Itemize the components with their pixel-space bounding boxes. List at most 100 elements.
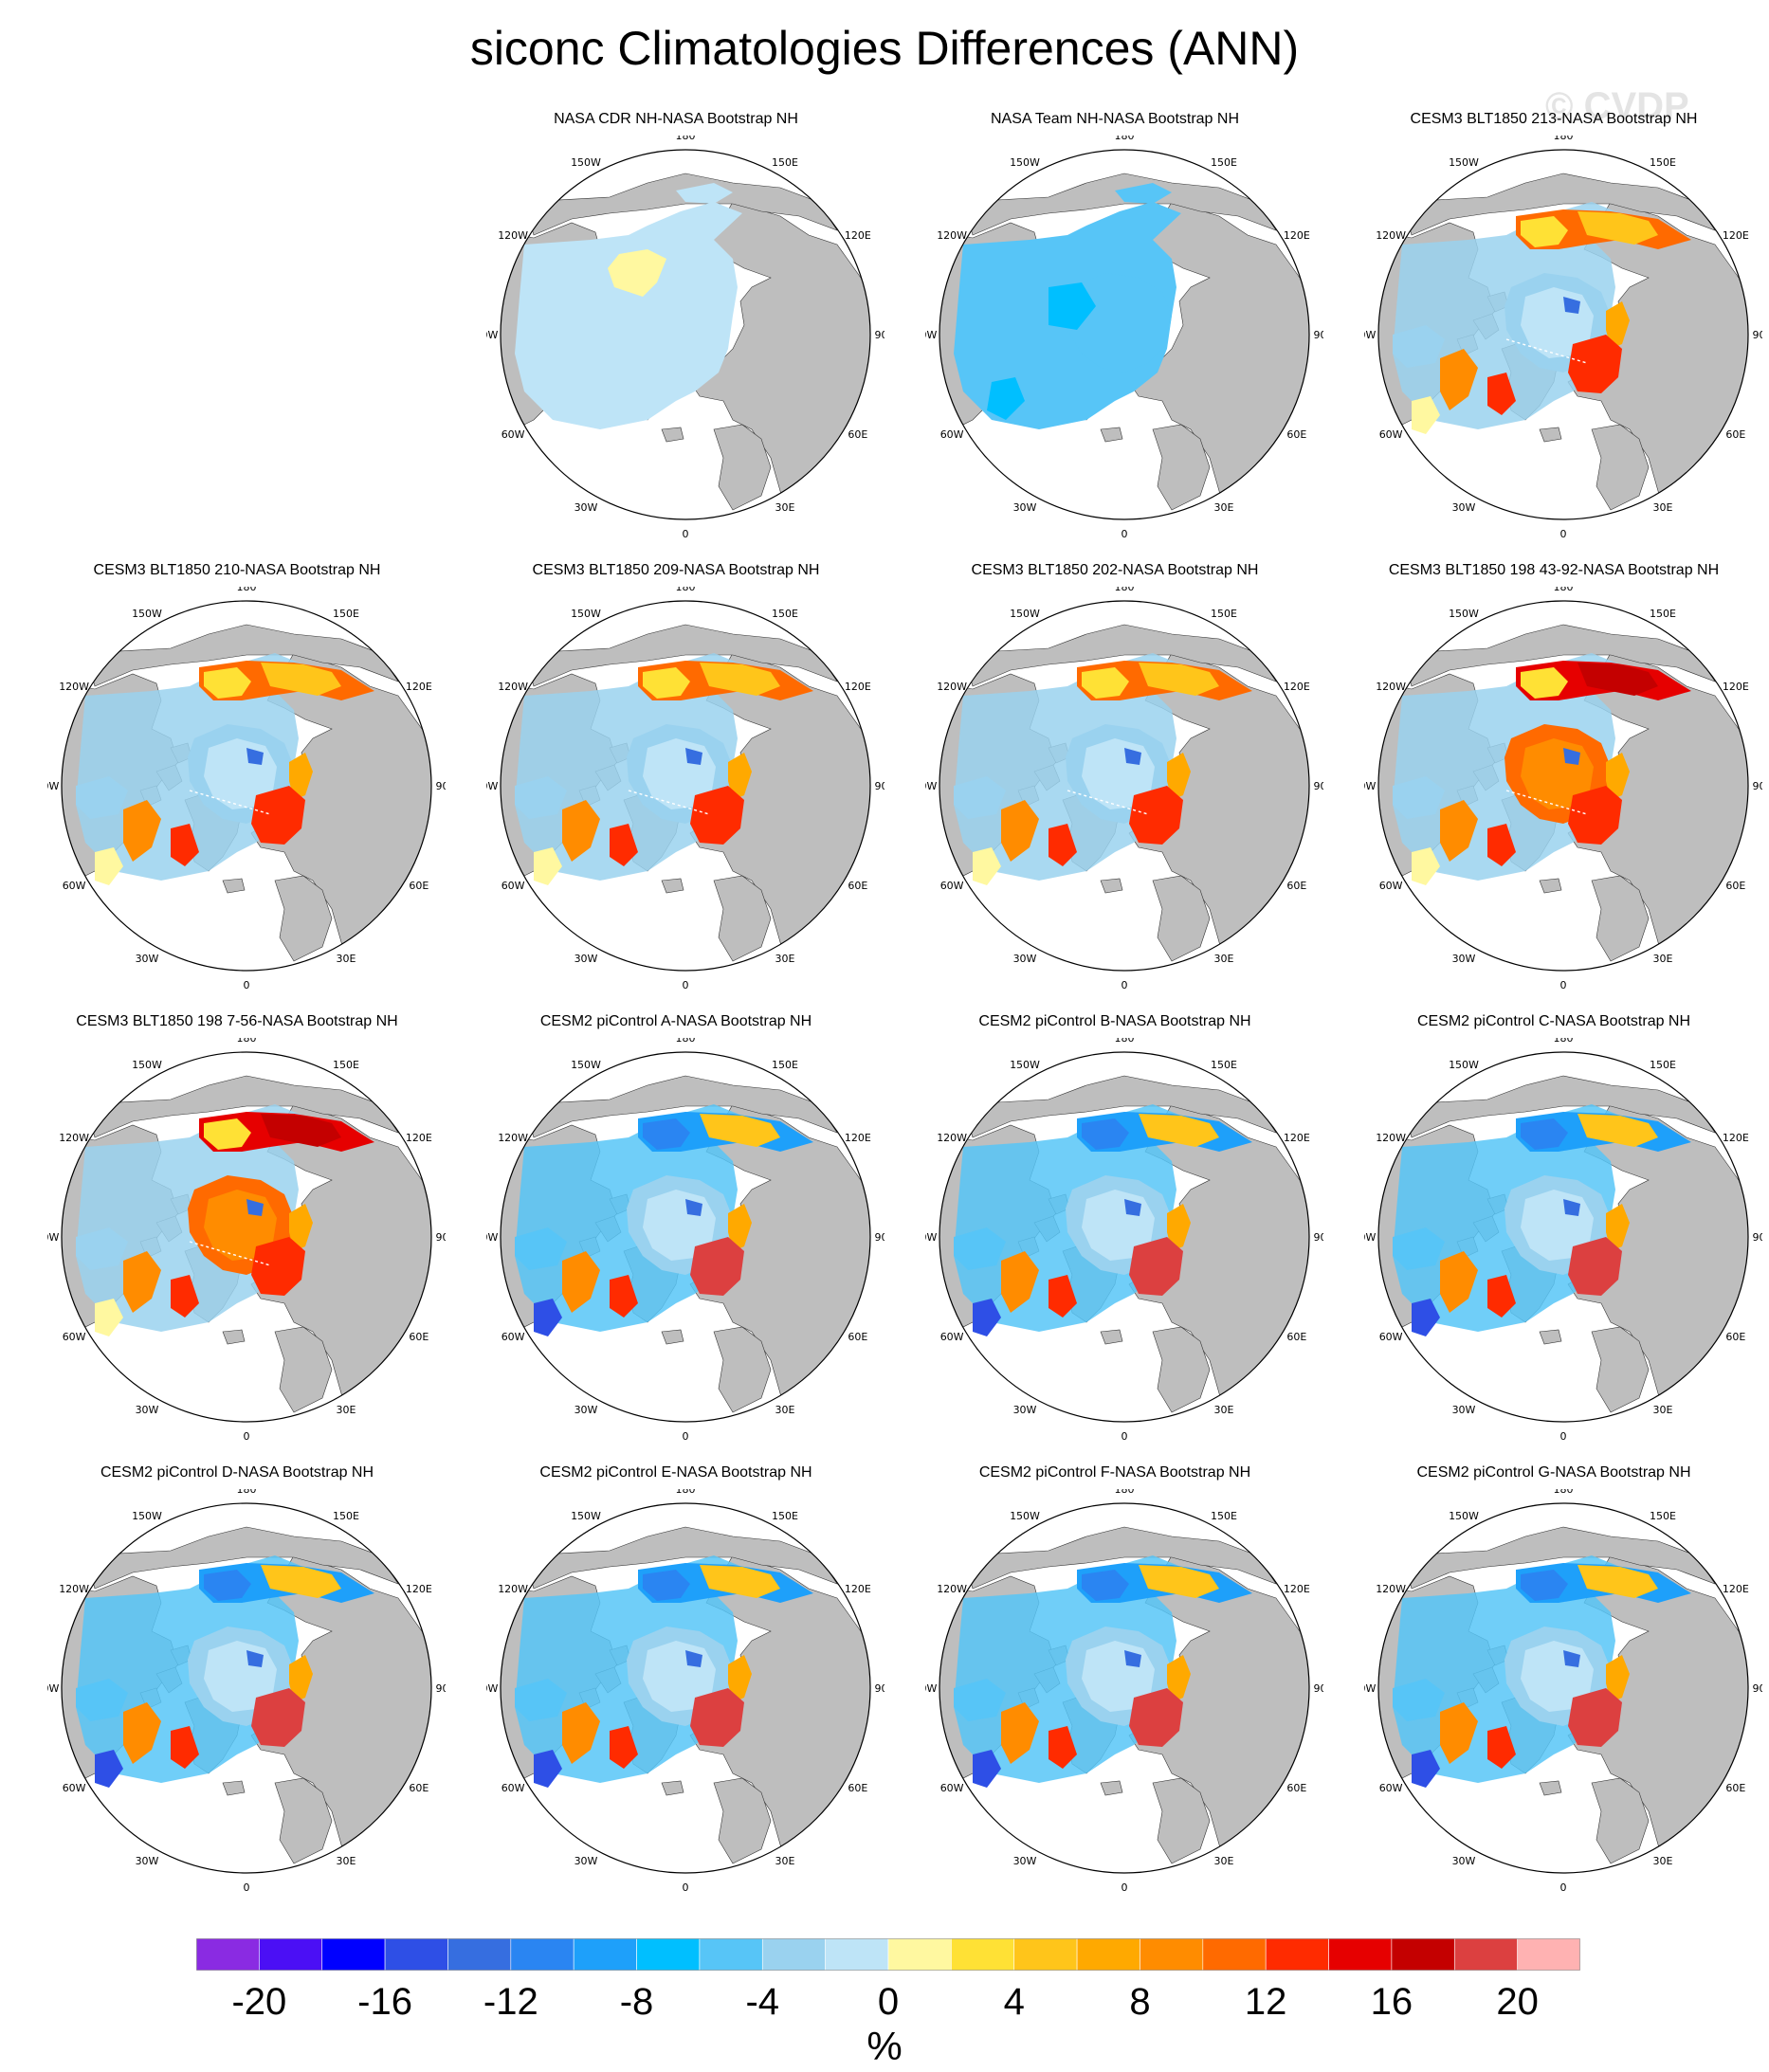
longitude-label: 30E [1653, 953, 1673, 965]
polar-map: 180 150E 120E 90E 60E 30E 0 30W 60W 90W 120W 150W [925, 136, 1323, 540]
longitude-label: 90W [47, 1231, 60, 1244]
colorbar-box [1140, 1938, 1204, 1972]
land-mass [1152, 1326, 1211, 1413]
land-mass [962, 1526, 1277, 1590]
longitude-label: 150W [571, 608, 601, 620]
sea-ice-difference-field [1393, 202, 1691, 434]
longitude-label: 90E [875, 329, 884, 341]
land-mass [1100, 1780, 1123, 1796]
colorbar-box [1013, 1938, 1078, 1972]
longitude-label: 30W [1013, 1404, 1037, 1416]
longitude-label: 90W [925, 1682, 938, 1695]
longitude-label: 90W [486, 1682, 499, 1695]
longitude-label: 90E [875, 1231, 884, 1244]
longitude-label: 90W [925, 329, 938, 341]
land-mass [713, 1777, 772, 1864]
longitude-label: 60E [848, 1331, 867, 1343]
longitude-label: 150W [1010, 156, 1040, 169]
land-mass [250, 652, 431, 971]
colorbar-box [1517, 1938, 1580, 1972]
longitude-label: 120W [59, 1132, 89, 1144]
longitude-label: 60E [848, 428, 867, 441]
longitude-label: 120W [498, 1583, 528, 1595]
polar-map: 180 150E 120E 90E 60E 30E 0 30W 60W 90W 120W 150W [486, 587, 884, 991]
longitude-label: 150W [132, 608, 162, 620]
panel-title: CESM3 BLT1850 210-NASA Bootstrap NH [93, 562, 381, 578]
land-mass [689, 1103, 870, 1422]
longitude-label: 60E [848, 1782, 867, 1794]
longitude-label: 120W [1376, 1583, 1406, 1595]
longitude-label: 30W [1452, 1404, 1476, 1416]
longitude-label: 150E [333, 1510, 359, 1522]
longitude-label: 150E [1650, 1510, 1676, 1522]
longitude-label: 60E [1286, 1782, 1306, 1794]
polar-map: 180 150E 120E 90E 60E 30E 0 30W 60W 90W 120W 150W [47, 1489, 446, 1894]
panel-title: CESM3 BLT1850 198 43-92-NASA Bootstrap N… [1388, 562, 1720, 578]
map-boundary [500, 1051, 871, 1423]
colorbar-box [761, 1938, 826, 1972]
colorbar-box [1391, 1938, 1455, 1972]
land-mass [274, 1326, 333, 1413]
longitude-label: 90E [1314, 780, 1323, 792]
panel-title: CESM3 BLT1850 202-NASA Bootstrap NH [971, 562, 1259, 578]
colorbar-box [1328, 1938, 1393, 1972]
colorbar [196, 1938, 1580, 1972]
longitude-label: 150W [132, 1510, 162, 1522]
longitude-label: 150W [1010, 608, 1040, 620]
longitude-label: 30W [574, 1855, 598, 1867]
longitude-label: 60E [409, 1331, 429, 1343]
longitude-label: 30W [136, 1855, 159, 1867]
longitude-label: 0 [683, 1881, 689, 1894]
land-mass [523, 624, 838, 687]
longitude-label: 120W [937, 681, 967, 693]
colorbar-box [384, 1938, 448, 1972]
panel-title: CESM3 BLT1850 213-NASA Bootstrap NH [1410, 111, 1698, 127]
land-mass [1567, 652, 1748, 971]
land-mass [962, 624, 1277, 687]
longitude-label: 90E [1314, 329, 1323, 341]
land-mass [1567, 1554, 1748, 1873]
longitude-label: 60W [63, 1782, 86, 1794]
map-boundary [1377, 149, 1749, 520]
longitude-label: 60E [409, 1782, 429, 1794]
land-mass [689, 201, 870, 519]
map-panel: CESM2 piControl E-NASA Bootstrap NH 180 15… [467, 1464, 884, 1910]
longitude-label: 30W [136, 1404, 159, 1416]
longitude-label: 0 [1122, 1430, 1128, 1443]
land-mass [222, 1329, 246, 1345]
longitude-label: 120E [1723, 1583, 1749, 1595]
land-mass [1591, 1326, 1650, 1413]
land-mass [713, 424, 772, 511]
longitude-label: 120E [1284, 681, 1310, 693]
longitude-label: 60W [940, 428, 964, 441]
land-mass [1539, 1780, 1562, 1796]
longitude-label: 30W [1013, 1855, 1037, 1867]
longitude-label: 120W [59, 681, 89, 693]
land-mass [1401, 624, 1716, 687]
longitude-label: 90E [436, 1682, 446, 1695]
longitude-label: 90E [1753, 1231, 1762, 1244]
longitude-label: 30E [775, 501, 795, 514]
longitude-label: 180 [1115, 1038, 1135, 1045]
longitude-label: 90W [1364, 1231, 1377, 1244]
longitude-label: 90W [47, 1682, 60, 1695]
map-boundary [939, 1502, 1310, 1874]
longitude-label: 150E [333, 1059, 359, 1071]
polar-map: 180 150E 120E 90E 60E 30E 0 30W 60W 90W 120W 150W [1364, 587, 1762, 991]
longitude-label: 60E [409, 880, 429, 892]
longitude-label: 30E [1214, 501, 1234, 514]
longitude-label: 120E [845, 1132, 871, 1144]
land-mass [689, 652, 870, 971]
sea-ice-difference-field [515, 653, 813, 885]
polar-map: 180 150E 120E 90E 60E 30E 0 30W 60W 90W 120W 150W [925, 1038, 1323, 1443]
map-panel: CESM2 piControl A-NASA Bootstrap NH 180 15… [467, 1013, 884, 1459]
sea-ice-difference-field [515, 1104, 813, 1336]
longitude-label: 120W [937, 1132, 967, 1144]
longitude-label: 60E [1725, 1782, 1745, 1794]
longitude-label: 90E [436, 1231, 446, 1244]
longitude-label: 60E [1725, 880, 1745, 892]
longitude-label: 180 [237, 587, 257, 593]
land-mass [1100, 1329, 1123, 1345]
sea-ice-difference-field [515, 1555, 813, 1788]
longitude-label: 90W [486, 1231, 499, 1244]
